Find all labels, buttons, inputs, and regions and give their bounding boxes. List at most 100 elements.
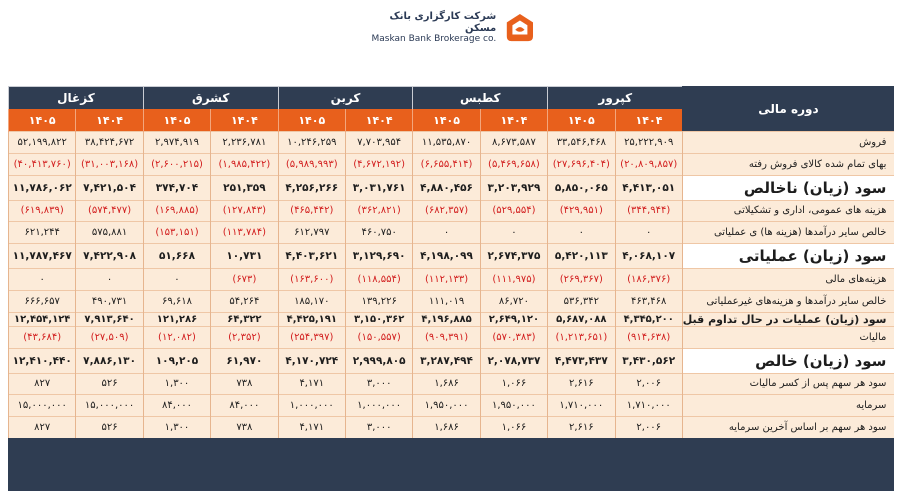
table-row: سود هر سهم بر اساس آخرین سرمایه ۲,۰۰۶ ۲,۶۱…: [7, 416, 895, 438]
company-header: کپرور: [547, 86, 683, 109]
value-cell: ۴,۰۶۸,۱۰۷: [614, 243, 683, 269]
value-cell: ۵,۸۵۰,۰۶۵: [547, 174, 616, 201]
value-cell: ۶۲۱,۲۴۴: [7, 221, 76, 244]
value-cell: (۱۲,۰۸۲): [142, 325, 211, 349]
table-row: سود (زیان) ناخالص ۴,۴۱۳,۰۵۱ ۵,۸۵۰,۰۶۵ ۳,۲۰۳…: [7, 174, 895, 201]
table-row: هزینه های عمومی، اداری و تشکیلاتی (۳۴۴,۹۴…: [7, 199, 895, 222]
value-cell: ۱,۹۵۰,۰۰۰: [479, 394, 548, 417]
value-cell: (۱۵۰,۵۵۷): [344, 325, 413, 349]
value-cell: ۵۷۵,۸۸۱: [75, 221, 144, 244]
value-cell: ۳,۱۵۰,۳۶۲: [344, 311, 413, 327]
value-cell: ۳۳,۵۴۶,۴۶۸: [547, 131, 616, 154]
value-cell: (۱۲۷,۸۴۳): [210, 199, 279, 222]
year-header: ۱۴۰۴: [614, 109, 683, 132]
value-cell: ۶۱۲,۷۹۷: [277, 221, 346, 244]
row-label: سرمایه: [681, 394, 895, 417]
value-cell: ۰: [614, 221, 683, 244]
value-cell: ۱۱,۷۸۷,۴۶۷: [7, 243, 76, 269]
value-cell: (۶۱۹,۸۳۹): [7, 199, 76, 222]
table-row: بهای تمام شده کالای فروش رفته (۲۰,۸۰۹,۸۵۷…: [7, 152, 895, 176]
value-cell: ۷,۸۸۶,۱۳۰: [75, 347, 144, 374]
company-header: کزغال: [8, 86, 144, 109]
logo-name-en: Maskan Bank Brokerage co.: [371, 34, 497, 45]
year-header: ۱۴۰۴: [210, 109, 279, 132]
value-cell: ۰: [142, 268, 211, 291]
value-cell: ۷۳۸: [210, 372, 279, 395]
value-cell: ۲,۰۰۶: [614, 416, 683, 438]
table-row: سود (زیان) خالص ۳,۴۳۰,۵۶۲ ۴,۴۷۳,۴۳۷ ۲,۰۷۸,۷…: [7, 347, 895, 374]
value-cell: ۵۲۶: [75, 416, 144, 438]
value-cell: (۶۷۳): [210, 268, 279, 291]
value-cell: (۴۰,۴۱۳,۷۶۰): [7, 152, 76, 176]
logo-name-fa: شرکت کارگزاری بانک مسکن: [389, 11, 497, 34]
value-cell: (۵۷۰,۳۸۳): [479, 325, 548, 349]
company-header: کربن: [277, 86, 413, 109]
value-cell: ۸۲۷: [7, 416, 76, 438]
value-cell: (۱۱۸,۵۵۴): [344, 268, 413, 291]
value-cell: (۲,۶۰۰,۲۱۵): [142, 152, 211, 176]
logo-text: شرکت کارگزاری بانک مسکن Maskan Bank Brok…: [364, 11, 497, 45]
value-cell: ۸۴,۰۰۰: [142, 394, 211, 417]
value-cell: (۲,۳۵۲): [210, 325, 279, 349]
value-cell: ۳,۲۰۳,۹۲۹: [479, 174, 548, 201]
value-cell: (۵۷۴,۴۷۷): [75, 199, 144, 222]
row-label: مالیات: [681, 325, 895, 349]
value-cell: ۱۸۵,۱۷۰: [277, 289, 346, 313]
value-cell: ۵۴,۲۶۴: [210, 289, 279, 313]
value-cell: ۲,۶۷۴,۳۷۵: [479, 243, 548, 269]
value-cell: ۱,۳۰۰: [142, 372, 211, 395]
value-cell: (۴۶۵,۴۴۲): [277, 199, 346, 222]
value-cell: ۱,۰۰۰,۰۰۰: [277, 394, 346, 417]
value-cell: ۴,۱۷۰,۷۲۴: [277, 347, 346, 374]
value-cell: ۲,۲۳۶,۷۸۱: [210, 131, 279, 154]
value-cell: (۴۳,۶۸۴): [7, 325, 76, 349]
value-cell: ۸۲۷: [7, 372, 76, 395]
row-label: سود (زیان) ناخالص: [681, 174, 895, 201]
value-cell: (۱,۲۱۳,۶۵۱): [547, 325, 616, 349]
value-cell: (۱۶۹,۸۸۵): [142, 199, 211, 222]
value-cell: ۷۳۸: [210, 416, 279, 438]
value-cell: ۱۱,۵۳۵,۸۷۰: [412, 131, 481, 154]
value-cell: ۱,۰۶۶: [479, 372, 548, 395]
year-header: ۱۴۰۵: [412, 109, 481, 132]
value-cell: ۱,۳۰۰: [142, 416, 211, 438]
value-cell: (۵,۹۸۹,۹۹۳): [277, 152, 346, 176]
table-row: خالص سایر درآمدها (هزینه ها) ی عملیاتی ۰ ۰…: [7, 221, 895, 244]
value-cell: ۲,۶۱۶: [547, 416, 616, 438]
year-header: ۱۴۰۵: [547, 109, 616, 132]
value-cell: (۳۱,۰۰۳,۱۶۸): [75, 152, 144, 176]
value-cell: ۴,۳۴۵,۲۰۰: [614, 311, 683, 327]
value-cell: (۴,۶۷۲,۱۹۲): [344, 152, 413, 176]
value-cell: (۶۸۲,۳۵۷): [412, 199, 481, 222]
value-cell: ۵,۴۲۰,۱۱۳: [547, 243, 616, 269]
row-label: سود (زیان) عملیات در حال تداوم قبل از ما…: [681, 311, 895, 327]
value-cell: (۲۵۴,۳۹۷): [277, 325, 346, 349]
value-cell: ۷,۴۲۲,۹۰۸: [75, 243, 144, 269]
value-cell: ۴,۱۷۱: [277, 416, 346, 438]
value-cell: ۰: [75, 268, 144, 291]
value-cell: ۴,۴۱۳,۰۵۱: [614, 174, 683, 201]
row-label: هزینه های عمومی، اداری و تشکیلاتی: [681, 199, 895, 222]
page-header: شرکت کارگزاری بانک مسکن Maskan Bank Brok…: [0, 0, 900, 86]
value-cell: (۶,۶۵۵,۴۱۴): [412, 152, 481, 176]
value-cell: ۱۵,۰۰۰,۰۰۰: [7, 394, 76, 417]
table-row: سود (زیان) عملیاتی ۴,۰۶۸,۱۰۷ ۵,۴۲۰,۱۱۳ ۲,۶۷…: [7, 243, 895, 269]
value-cell: (۳۴۴,۹۴۴): [614, 199, 683, 222]
value-cell: ۲,۹۹۹,۸۰۵: [344, 347, 413, 374]
value-cell: ۰: [412, 221, 481, 244]
value-cell: ۱,۶۸۶: [412, 416, 481, 438]
value-cell: ۱,۶۸۶: [412, 372, 481, 395]
value-cell: ۵۲,۱۹۹,۸۲۲: [7, 131, 76, 154]
value-cell: ۴۶۳,۴۶۸: [614, 289, 683, 313]
value-cell: (۱۱۱,۹۷۵): [479, 268, 548, 291]
value-cell: ۱۵,۰۰۰,۰۰۰: [75, 394, 144, 417]
value-cell: ۲۵,۲۲۲,۹۰۹: [614, 131, 683, 154]
value-cell: ۱,۷۱۰,۰۰۰: [614, 394, 683, 417]
company-logo: شرکت کارگزاری بانک مسکن Maskan Bank Brok…: [364, 8, 536, 48]
period-header: دوره مالی: [682, 86, 895, 132]
year-header: ۱۴۰۴: [344, 109, 413, 132]
value-cell: ۷,۷۰۳,۹۵۴: [344, 131, 413, 154]
value-cell: (۹۰۹,۳۹۱): [412, 325, 481, 349]
table-row: سود هر سهم پس از کسر مالیات ۲,۰۰۶ ۲,۶۱۶ ۱,۰…: [7, 372, 895, 395]
value-cell: (۱,۹۸۵,۴۲۲): [210, 152, 279, 176]
